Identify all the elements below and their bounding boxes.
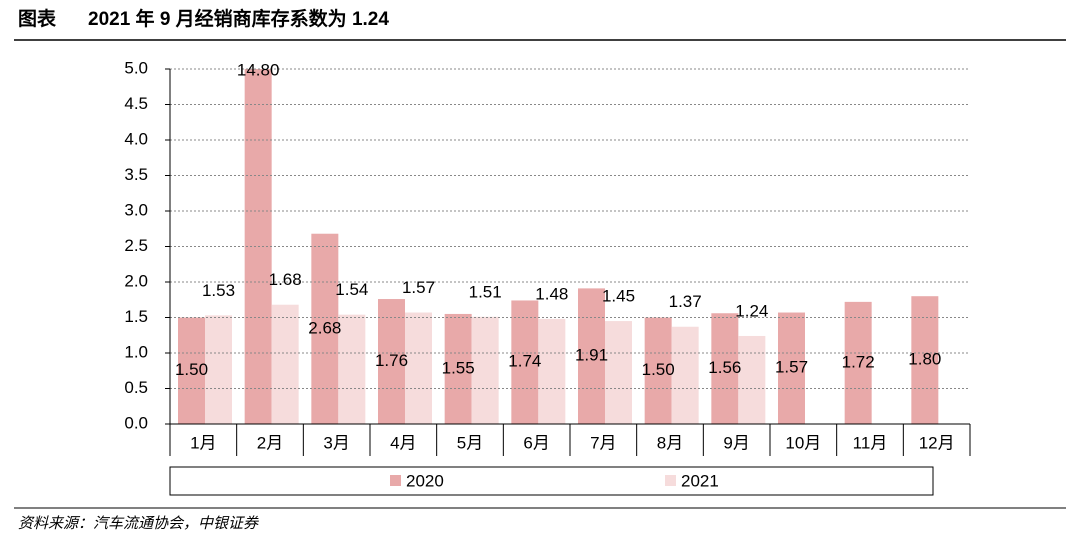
bar: [178, 317, 205, 424]
x-tick-label: 8月: [657, 433, 683, 452]
y-tick-label: 2.0: [124, 271, 148, 290]
bar: [338, 314, 366, 424]
bar: [271, 304, 299, 424]
bar: [671, 326, 699, 424]
value-label: 14.80: [237, 60, 280, 79]
value-label: 1.56: [708, 358, 741, 377]
x-tick-label: 4月: [390, 433, 416, 452]
y-tick-label: 3.0: [124, 200, 148, 219]
legend-label: 2021: [681, 471, 719, 490]
value-label: 1.45: [602, 287, 635, 306]
x-tick-label: 1月: [190, 433, 216, 452]
y-tick-label: 1.0: [124, 342, 148, 361]
bar: [538, 318, 566, 424]
bar: [738, 335, 766, 424]
y-tick-label: 4.5: [124, 94, 148, 113]
value-label: 1.50: [642, 360, 675, 379]
x-tick-label: 3月: [323, 433, 349, 452]
value-label: 1.51: [469, 282, 502, 301]
source: 资料来源：汽车流通协会，中银证券: [18, 515, 259, 532]
legend-box: [169, 466, 934, 496]
bar: [511, 300, 539, 424]
title-prefix: 图表: [18, 7, 57, 30]
value-label: 1.48: [535, 284, 568, 303]
x-tick-label: 10月: [785, 433, 821, 452]
x-tick-label: 5月: [457, 433, 483, 452]
value-label: 1.24: [735, 301, 768, 320]
x-tick-label: 2月: [257, 433, 283, 452]
value-label: 1.54: [335, 280, 368, 299]
legend-swatch: [390, 475, 401, 486]
value-label: 1.57: [775, 358, 808, 377]
y-tick-label: 0.5: [124, 378, 148, 397]
x-tick-label: 12月: [919, 433, 955, 452]
bar: [711, 313, 739, 424]
value-label: 1.53: [202, 281, 235, 300]
bar: [205, 315, 232, 424]
bar: [605, 321, 632, 424]
bar: [378, 299, 405, 424]
y-tick-label: 5.0: [124, 58, 148, 77]
x-tick-label: 9月: [723, 433, 749, 452]
value-label: 1.57: [402, 278, 435, 297]
y-tick-label: 0.0: [124, 413, 148, 432]
bar: [778, 312, 805, 424]
value-label: 1.80: [908, 350, 941, 369]
x-tick-label: 11月: [853, 433, 888, 452]
bar: [844, 301, 872, 424]
x-tick-label: 6月: [523, 433, 549, 452]
value-label: 1.55: [442, 358, 475, 377]
bar: [578, 288, 605, 424]
value-label: 1.74: [508, 352, 541, 371]
bar: [471, 316, 499, 424]
bar: [405, 312, 432, 424]
bar: [311, 233, 339, 424]
value-label: 1.37: [669, 292, 702, 311]
y-tick-label: 1.5: [124, 307, 148, 326]
chart-title: 2021 年 9 月经销商库存系数为 1.24: [88, 7, 389, 30]
value-label: 1.72: [842, 352, 875, 371]
bar: [444, 313, 472, 424]
value-label: 1.76: [375, 351, 408, 370]
y-tick-label: 4.0: [124, 129, 148, 148]
value-label: 2.68: [308, 318, 341, 337]
bar: [644, 317, 672, 424]
y-tick-label: 3.5: [124, 165, 148, 184]
value-label: 1.68: [269, 270, 302, 289]
legend-label: 2020: [406, 471, 444, 490]
value-label: 1.50: [175, 360, 208, 379]
value-label: 1.91: [575, 346, 608, 365]
legend-swatch: [665, 475, 676, 486]
y-tick-label: 2.5: [124, 236, 148, 255]
x-tick-label: 7月: [590, 433, 616, 452]
